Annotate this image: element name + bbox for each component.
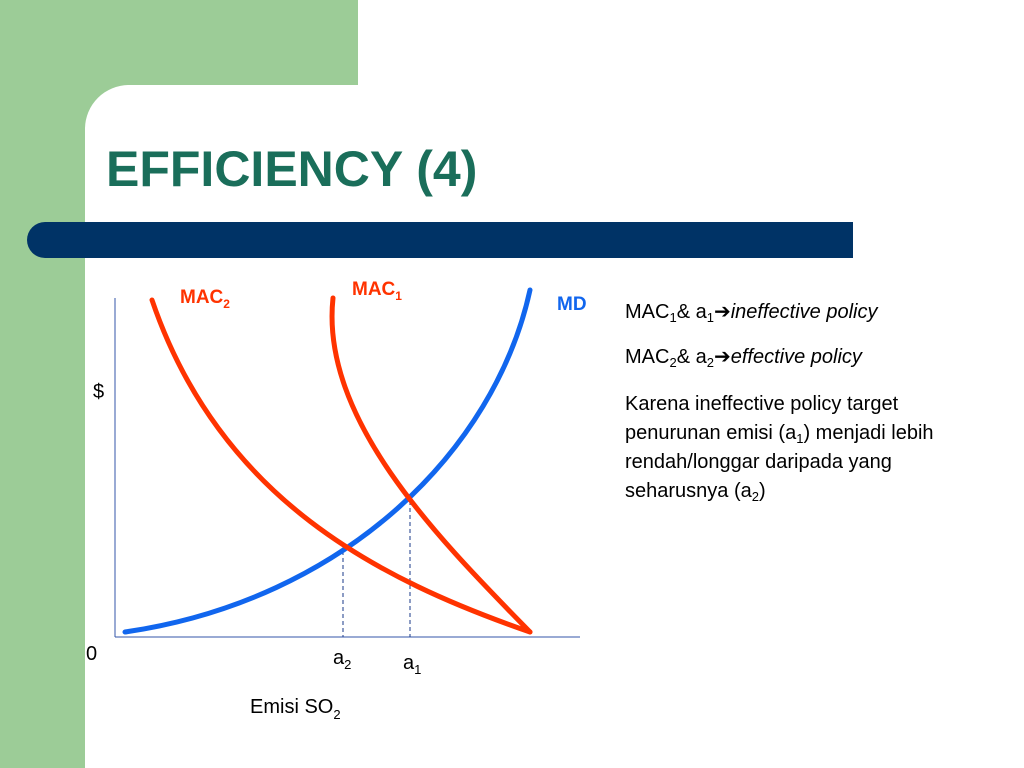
- mac1-label: MAC1: [352, 279, 402, 303]
- x-axis-label: Emisi SO2: [250, 696, 341, 722]
- md-label: MD: [557, 294, 587, 315]
- note-mac2: MAC2& a2➔effective policy: [625, 346, 862, 370]
- note-mac1: MAC1& a1➔ineffective policy: [625, 301, 878, 325]
- mac2-curve: [149, 297, 533, 635]
- arrow-icon: ➔: [713, 301, 731, 323]
- mac2-label: MAC2: [180, 287, 230, 311]
- mac1-curve: [329, 295, 533, 635]
- slide-title: EFFICIENCY (4): [106, 141, 478, 197]
- note-explanation: Karena ineffective policy target penurun…: [625, 393, 934, 504]
- a2-tick-label: a2: [333, 647, 351, 672]
- arrow-icon: ➔: [713, 346, 731, 368]
- content-panel: [85, 85, 1024, 768]
- md-curve: [122, 287, 533, 635]
- origin-label: 0: [86, 643, 97, 665]
- background-green-strip: [0, 0, 85, 768]
- a1-tick-label: a1: [403, 652, 421, 677]
- title-underline-bar: [27, 222, 853, 258]
- y-axis-label: $: [93, 381, 104, 403]
